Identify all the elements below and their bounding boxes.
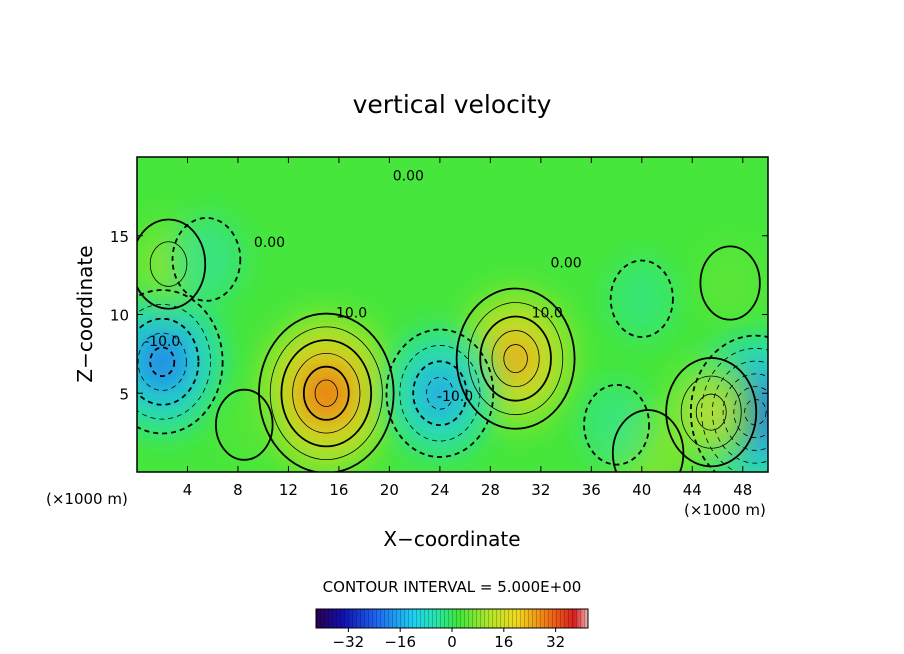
field-extremum — [381, 323, 498, 463]
colorbar-ticks: −32 −16 0 16 32 — [333, 628, 565, 651]
y-tick-label: 5 — [119, 385, 129, 403]
contour-line — [733, 386, 768, 439]
contour-line — [258, 312, 395, 472]
contour-layer — [137, 217, 768, 472]
contour-label: 0.00 — [254, 235, 285, 251]
contour-line — [149, 241, 188, 287]
field-patch — [694, 392, 728, 432]
contour-line — [609, 259, 674, 338]
x-tick-label: 24 — [430, 481, 449, 499]
contour-line — [314, 379, 338, 407]
x-tick-label: 36 — [582, 481, 601, 499]
contour-line — [701, 348, 768, 472]
contour-label: 10.0 — [532, 306, 563, 322]
contour-line — [491, 330, 540, 388]
x-tick-label: 48 — [733, 481, 752, 499]
x-axis-unit-left: (×1000 m) — [46, 490, 128, 508]
contour-label: 10.0 — [336, 306, 367, 322]
y-tick-label: 10 — [110, 307, 129, 325]
contour-interval-label: CONTOUR INTERVAL = 5.000E+00 — [323, 578, 582, 596]
field-extremum — [213, 386, 276, 463]
contour-line — [695, 393, 727, 431]
contour-line — [215, 388, 274, 461]
contour-line — [699, 245, 761, 321]
field-extremum — [607, 257, 676, 341]
contour-line — [426, 376, 454, 410]
field-patch — [169, 214, 244, 305]
contour-label: 0.00 — [550, 255, 581, 271]
colorbar-tick-label: 0 — [447, 633, 457, 651]
contour-line — [149, 346, 176, 377]
contour-line — [583, 384, 650, 466]
field-patch — [425, 375, 455, 411]
contour-line — [171, 217, 242, 302]
contour-line — [302, 365, 350, 421]
contour-line — [665, 357, 758, 468]
contour-line — [137, 332, 187, 391]
field-patch — [149, 346, 176, 378]
x-tick-label: 32 — [531, 481, 550, 499]
field-patch — [581, 381, 652, 469]
x-tick-label: 4 — [183, 481, 193, 499]
x-tick-label: 40 — [632, 481, 651, 499]
colorbar-tick-label: 16 — [494, 633, 513, 651]
field-layer — [137, 214, 768, 472]
x-tick-label: 8 — [233, 481, 243, 499]
field-patch — [213, 386, 276, 463]
x-tick-label: 20 — [380, 481, 399, 499]
contour-line — [137, 218, 207, 310]
x-tick-label: 28 — [481, 481, 500, 499]
contour-line — [722, 373, 768, 451]
field-extremum — [137, 283, 228, 440]
y-tick-label: 15 — [110, 228, 129, 246]
contour-line — [280, 339, 373, 448]
contour-line — [137, 303, 211, 420]
field-patch — [314, 378, 339, 408]
field-extremum — [169, 214, 244, 305]
x-tick-label: 12 — [279, 481, 298, 499]
chart-title: vertical velocity — [353, 90, 552, 119]
x-tick-label: 16 — [329, 481, 348, 499]
contour-line — [137, 317, 200, 406]
field-patch — [697, 243, 763, 323]
contour-line — [385, 328, 495, 458]
contour-line — [680, 375, 742, 449]
colorbar-stripes — [316, 609, 588, 628]
contour-line — [269, 326, 383, 461]
contour-line — [292, 353, 361, 434]
field-extremum — [581, 381, 652, 469]
y-axis-label: Z−coordinate — [73, 245, 97, 382]
x-axis-unit-right: (×1000 m) — [684, 501, 766, 519]
colorbar-tick-label: −16 — [384, 633, 416, 651]
field-extremum — [253, 306, 400, 472]
x-axis-label: X−coordinate — [383, 527, 520, 551]
contour-line — [412, 360, 468, 427]
colorbar-tick-label: 32 — [546, 633, 565, 651]
x-tick-label: 44 — [683, 481, 702, 499]
contour-line — [399, 345, 481, 442]
contour-line — [711, 360, 768, 464]
colorbar-tick-label: −32 — [333, 633, 365, 651]
contour-line — [455, 287, 576, 430]
colorbar: −32 −16 0 16 32 — [315, 608, 589, 651]
contour-line — [503, 344, 528, 374]
contour-line — [468, 302, 564, 416]
contour-line — [611, 409, 685, 472]
contour-label: -10.0 — [437, 389, 473, 405]
field-patch — [502, 343, 529, 374]
contour-label: 0.00 — [393, 169, 424, 185]
contour-label-layer: 0.00 0.00 0.00 10.0 10.0 -10.0 -10.0 — [144, 169, 582, 406]
contour-label: -10.0 — [144, 334, 180, 350]
contour-line — [479, 315, 552, 402]
contour-line — [137, 289, 224, 435]
field-patch — [607, 257, 676, 341]
field-extremum — [697, 243, 763, 323]
